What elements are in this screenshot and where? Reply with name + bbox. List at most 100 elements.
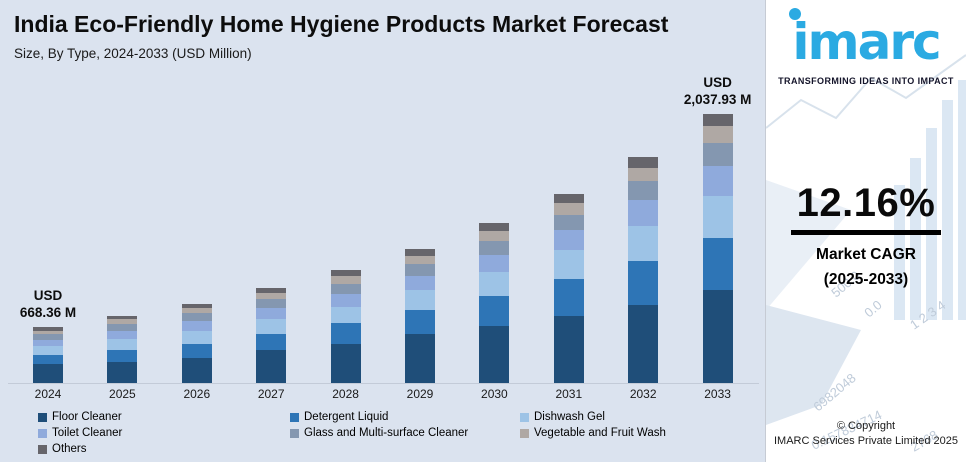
segment-glass-and-multi-surface-cleaner — [405, 264, 435, 276]
bar-2026 — [181, 303, 212, 383]
x-axis-label-2029: 2029 — [406, 387, 434, 401]
segment-toilet-cleaner — [181, 321, 212, 331]
segment-toilet-cleaner — [33, 339, 63, 346]
segment-detergent-liquid — [107, 349, 138, 362]
segment-floor-cleaner — [479, 326, 510, 383]
chart-title: India Eco-Friendly Home Hygiene Products… — [14, 11, 669, 37]
segment-toilet-cleaner — [405, 275, 435, 290]
segment-detergent-liquid — [479, 295, 510, 326]
cagr-underline — [791, 230, 941, 235]
segment-detergent-liquid — [405, 309, 435, 334]
segment-others — [330, 270, 361, 276]
imarc-logo: imarc — [766, 8, 966, 71]
segment-glass-and-multi-surface-cleaner — [181, 313, 212, 321]
segment-glass-and-multi-surface-cleaner — [479, 241, 510, 255]
segment-others — [553, 193, 584, 203]
x-axis-label-2030: 2030 — [481, 387, 508, 401]
watermark-wedge-light — [766, 180, 851, 310]
cagr-value: 12.16% — [796, 181, 936, 225]
watermark-pie-wedge — [766, 305, 861, 425]
segment-detergent-liquid — [256, 333, 287, 350]
legend-label: Dishwash Gel — [534, 411, 605, 423]
watermark-bar-chart — [894, 80, 966, 320]
segment-detergent-liquid — [330, 323, 361, 344]
watermark-number: 0.0 — [861, 297, 884, 320]
segment-toilet-cleaner — [553, 229, 584, 250]
segment-detergent-liquid — [702, 237, 733, 290]
segment-toilet-cleaner — [479, 254, 510, 272]
legend-swatch-glass-and-multi-surface-cleaner — [290, 429, 299, 438]
segment-toilet-cleaner — [628, 200, 659, 226]
bar-2024 — [33, 327, 63, 383]
segment-detergent-liquid — [628, 260, 659, 305]
value-label-2033: USD 2,037.93 M — [683, 75, 752, 107]
segment-vegetable-and-fruit-wash — [405, 255, 435, 264]
legend-label: Vegetable and Fruit Wash — [534, 427, 666, 439]
legend-item-vegetable-and-fruit-wash: Vegetable and Fruit Wash — [520, 427, 666, 440]
legend-label: Detergent Liquid — [304, 411, 389, 423]
segment-floor-cleaner — [628, 305, 659, 383]
segment-dishwash-gel — [479, 272, 510, 296]
segment-vegetable-and-fruit-wash — [628, 167, 659, 181]
segment-others — [405, 249, 435, 256]
segment-toilet-cleaner — [702, 166, 733, 196]
legend-item-glass-and-multi-surface-cleaner: Glass and Multi-surface Cleaner — [290, 427, 520, 440]
segment-dishwash-gel — [628, 226, 659, 261]
copyright-line1: © Copyright — [836, 420, 896, 432]
segment-detergent-liquid — [553, 278, 584, 316]
watermark-trend-line — [766, 54, 966, 129]
value-label-2024: USD 668.36 M — [19, 288, 77, 320]
segment-detergent-liquid — [33, 354, 63, 364]
x-axis-label-2028: 2028 — [332, 387, 359, 401]
segment-dishwash-gel — [33, 345, 63, 355]
segment-glass-and-multi-surface-cleaner — [330, 283, 361, 294]
segment-toilet-cleaner — [330, 294, 361, 307]
bar-2031 — [553, 193, 584, 383]
segment-floor-cleaner — [330, 343, 361, 383]
segment-dishwash-gel — [107, 338, 138, 350]
segment-vegetable-and-fruit-wash — [107, 319, 138, 324]
segment-others — [107, 315, 138, 319]
segment-dishwash-gel — [181, 330, 212, 344]
segment-dishwash-gel — [702, 196, 733, 238]
segment-floor-cleaner — [702, 290, 733, 383]
segment-toilet-cleaner — [256, 308, 287, 319]
segment-glass-and-multi-surface-cleaner — [33, 334, 63, 340]
logo-dot-icon — [789, 8, 801, 20]
segment-vegetable-and-fruit-wash — [553, 203, 584, 215]
segment-others — [702, 114, 733, 126]
segment-floor-cleaner — [256, 350, 287, 383]
legend-label: Glass and Multi-surface Cleaner — [304, 427, 469, 439]
segment-glass-and-multi-surface-cleaner — [107, 323, 138, 331]
legend-label: Toilet Cleaner — [52, 427, 123, 439]
legend: Floor Cleaner Detergent Liquid Dishwash Ge… — [38, 411, 666, 456]
segment-floor-cleaner — [33, 364, 63, 383]
logo-tagline: TRANSFORMING IDEAS INTO IMPACT — [778, 76, 954, 86]
bar-2030 — [479, 223, 510, 383]
x-axis-label-2032: 2032 — [629, 387, 657, 401]
x-axis-label-2026: 2026 — [183, 387, 211, 401]
cagr-label: Market CAGR — [816, 246, 916, 263]
legend-item-dishwash-gel: Dishwash Gel — [520, 411, 666, 424]
segment-floor-cleaner — [181, 358, 212, 383]
x-axis-label-2024: 2024 — [34, 387, 62, 401]
copyright-line2: IMARC Services Private Limited 2025 — [773, 435, 958, 447]
legend-item-detergent-liquid: Detergent Liquid — [290, 411, 520, 424]
segment-glass-and-multi-surface-cleaner — [553, 214, 584, 230]
x-axis-label-2033: 2033 — [704, 387, 731, 401]
x-axis-label-2025: 2025 — [109, 387, 136, 401]
legend-swatch-dishwash-gel — [520, 413, 529, 422]
logo-text: imarc — [792, 13, 941, 71]
segment-glass-and-multi-surface-cleaner — [702, 142, 733, 166]
segment-floor-cleaner — [405, 333, 435, 383]
segment-others — [33, 327, 63, 331]
legend-item-floor-cleaner: Floor Cleaner — [38, 411, 290, 424]
segment-vegetable-and-fruit-wash — [702, 126, 733, 143]
segment-others — [256, 288, 287, 293]
x-axis-label-2031: 2031 — [555, 387, 583, 401]
segment-others — [479, 223, 510, 231]
segment-dishwash-gel — [256, 319, 287, 334]
legend-swatch-others — [38, 445, 47, 454]
legend-item-toilet-cleaner: Toilet Cleaner — [38, 427, 290, 440]
